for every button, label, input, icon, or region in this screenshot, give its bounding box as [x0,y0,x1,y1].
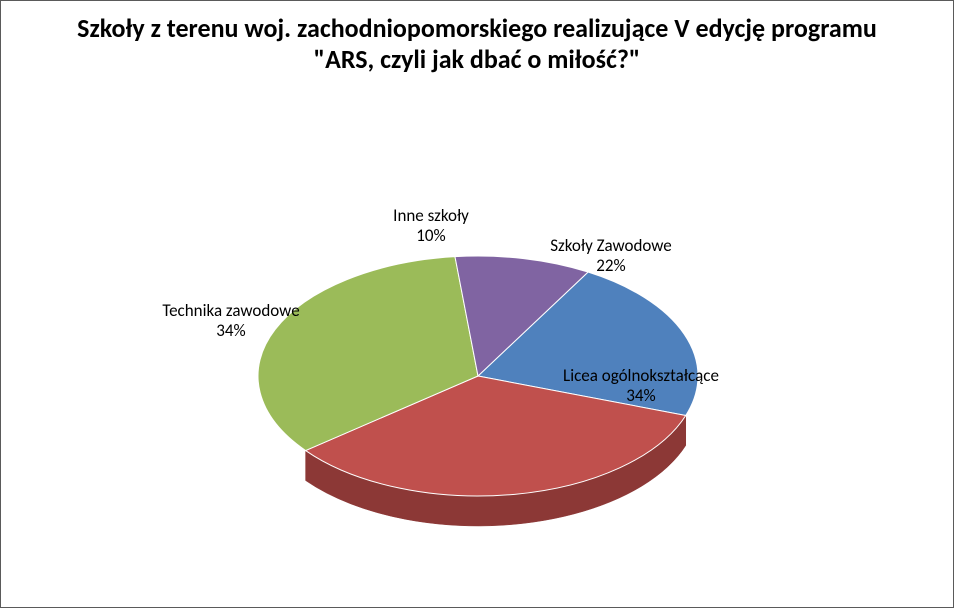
slice-label-percent: 34% [141,321,321,341]
slice-label-name: Technika zawodowe [141,301,321,321]
chart-title: Szkoły z terenu woj. zachodniopomorskieg… [1,1,953,75]
slice-label-name: Szkoły Zawodowe [521,236,701,256]
slice-label: Licea ogólnokształcące34% [551,366,731,407]
slice-label: Szkoły Zawodowe22% [521,236,701,277]
pie-area: Szkoły Zawodowe22% Licea ogólnokształcące… [1,151,953,607]
slice-label-percent: 10% [341,226,521,246]
slice-label-percent: 34% [551,386,731,406]
slice-label-percent: 22% [521,256,701,276]
slice-label: Technika zawodowe34% [141,301,321,342]
slice-label-name: Inne szkoły [341,206,521,226]
slice-label: Inne szkoły10% [341,206,521,247]
slice-label-name: Licea ogólnokształcące [551,366,731,386]
chart-container: Szkoły z terenu woj. zachodniopomorskieg… [0,0,954,608]
